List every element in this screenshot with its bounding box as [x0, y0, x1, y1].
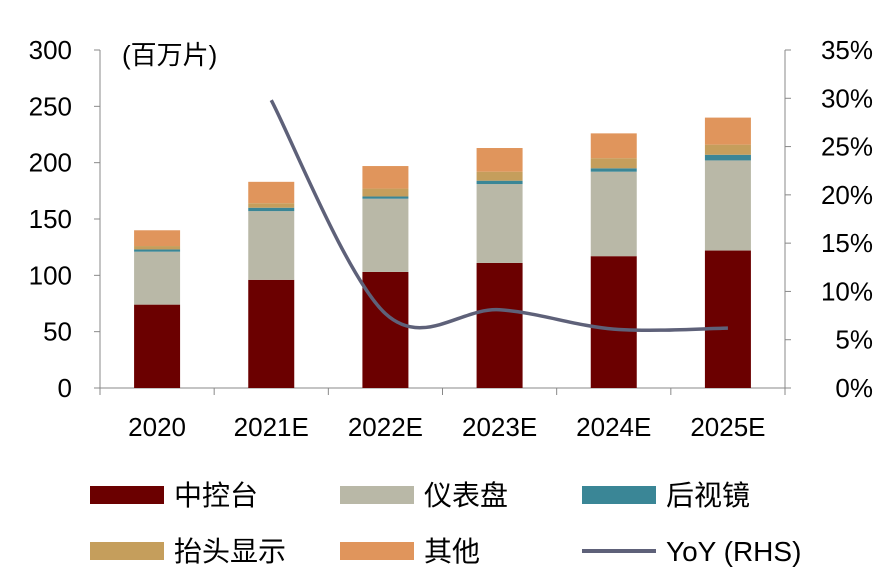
legend-label: 中控台: [174, 480, 258, 511]
legend-label: 仪表盘: [424, 480, 508, 511]
legend-label: 后视镜: [666, 480, 750, 511]
bar-中控台: [704, 250, 751, 388]
x-tick-label: 2023E: [462, 412, 537, 442]
legend-label: 抬头显示: [174, 536, 286, 567]
bar-后视镜: [476, 180, 523, 185]
left-tick-label: 50: [43, 317, 72, 347]
bar-其他: [590, 133, 637, 159]
left-tick-label: 200: [29, 148, 72, 178]
x-tick-label: 2024E: [576, 412, 651, 442]
bar-中控台: [590, 256, 637, 388]
bar-抬头显示: [248, 203, 295, 208]
bar-中控台: [362, 271, 409, 388]
bar-仪表盘: [248, 211, 295, 280]
left-tick-label: 150: [29, 204, 72, 234]
legend-swatch: [582, 486, 656, 504]
unit-label: (百万片): [122, 40, 217, 70]
legend-label: 其他: [424, 536, 480, 567]
bar-仪表盘: [590, 171, 637, 257]
bar-其他: [248, 181, 295, 204]
left-tick-label: 100: [29, 260, 72, 290]
bar-其他: [476, 148, 523, 172]
yoy-line: [269, 99, 728, 333]
legend-swatch: [90, 542, 164, 560]
right-tick-label: 0%: [835, 373, 873, 403]
bar-抬头显示: [134, 246, 181, 250]
right-tick-label: 20%: [821, 180, 873, 210]
bar-抬头显示: [590, 158, 637, 169]
bar-其他: [362, 166, 409, 189]
bar-仪表盘: [134, 251, 181, 305]
left-tick-label: 300: [29, 35, 72, 65]
legend-label: YoY (RHS): [666, 536, 801, 567]
right-tick-label: 25%: [821, 132, 873, 162]
right-tick-label: 15%: [821, 228, 873, 258]
bar-后视镜: [248, 207, 295, 212]
right-tick-label: 30%: [821, 83, 873, 113]
bar-仪表盘: [362, 198, 409, 272]
bar-后视镜: [134, 249, 181, 252]
legend-swatch: [340, 486, 414, 504]
right-tick-label: 35%: [821, 35, 873, 65]
bar-仪表盘: [476, 184, 523, 263]
x-tick-label: 2025E: [690, 412, 765, 442]
bar-中控台: [476, 262, 523, 388]
bar-其他: [134, 230, 181, 247]
bar-其他: [704, 117, 751, 145]
legend-swatch: [90, 486, 164, 504]
bar-中控台: [134, 304, 181, 388]
right-tick-label: 5%: [835, 325, 873, 355]
x-tick-label: 2021E: [234, 412, 309, 442]
legend-swatch: [340, 542, 414, 560]
bar-抬头显示: [476, 171, 523, 181]
x-tick-label: 2020: [128, 412, 186, 442]
left-tick-label: 250: [29, 91, 72, 121]
bar-后视镜: [362, 196, 409, 199]
left-tick-label: 0: [58, 373, 72, 403]
x-tick-label: 2022E: [348, 412, 423, 442]
bar-中控台: [248, 279, 295, 388]
bar-抬头显示: [704, 144, 751, 155]
bar-后视镜: [590, 168, 637, 172]
bar-抬头显示: [362, 188, 409, 197]
bar-仪表盘: [704, 160, 751, 251]
right-tick-label: 10%: [821, 276, 873, 306]
bar-后视镜: [704, 154, 751, 161]
